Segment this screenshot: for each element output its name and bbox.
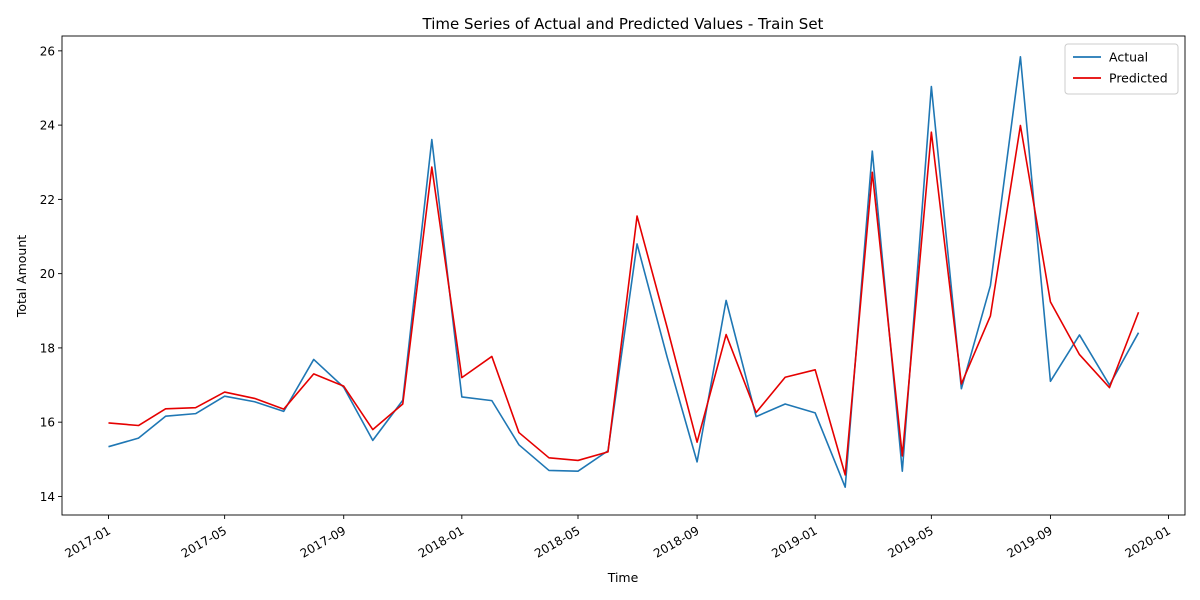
x-tick-label: 2017-05 — [179, 523, 229, 560]
y-axis-label: Total Amount — [14, 235, 29, 318]
y-tick-label: 14 — [40, 490, 55, 504]
x-axis: 2017-01 2017-05 2017-09 2018-01 2018-05 2018-… — [63, 515, 1173, 561]
legend-entry-actual: Actual — [1109, 50, 1148, 65]
x-tick-label: 2018-01 — [416, 523, 466, 560]
chart-title: Time Series of Actual and Predicted Valu… — [422, 15, 824, 33]
y-tick-label: 18 — [40, 341, 55, 355]
plot-frame — [61, 35, 1186, 516]
y-tick-label: 16 — [40, 416, 55, 430]
x-tick-label: 2019-05 — [885, 523, 935, 560]
y-axis: 14 16 18 20 22 24 26 — [40, 44, 62, 504]
legend-entry-predicted: Predicted — [1109, 71, 1168, 86]
plot-area — [62, 36, 1185, 515]
x-tick-label: 2019-09 — [1005, 523, 1055, 560]
series-line-predicted — [108, 124, 1140, 476]
y-tick-label: 24 — [40, 119, 55, 133]
y-tick-label: 20 — [40, 267, 55, 281]
legend: Actual Predicted — [1064, 43, 1179, 95]
x-axis-label: Time — [607, 570, 639, 585]
x-tick-label: 2019-01 — [769, 523, 819, 560]
x-tick-label: 2017-09 — [298, 523, 348, 560]
series-layer — [108, 55, 1140, 488]
x-tick-label: 2017-01 — [63, 523, 113, 560]
y-tick-label: 22 — [40, 193, 55, 207]
x-tick-label: 2020-01 — [1123, 523, 1173, 560]
x-tick-label: 2018-09 — [651, 523, 701, 560]
x-tick-label: 2018-05 — [532, 523, 582, 560]
y-tick-label: 26 — [40, 44, 55, 58]
